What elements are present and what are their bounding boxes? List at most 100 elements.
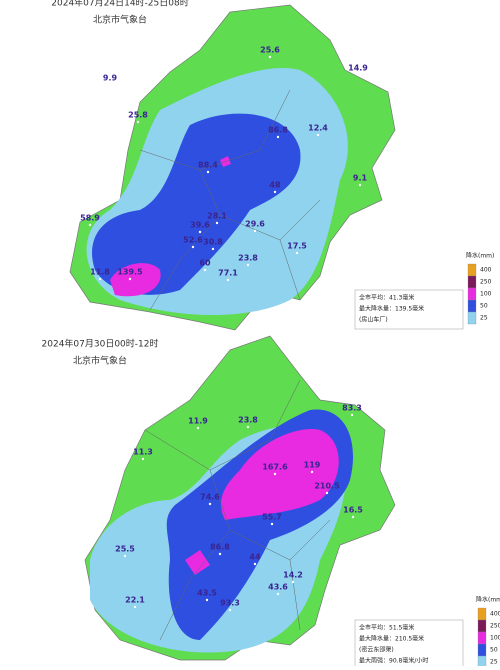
station-value: 12.4 [308, 124, 328, 133]
rain-100 [110, 263, 161, 297]
station-value: 30.8 [203, 238, 223, 247]
station-value: 9.9 [103, 74, 118, 83]
legend-swatch [467, 263, 477, 277]
station-value: 55.7 [262, 513, 282, 522]
station-dot [191, 245, 195, 249]
stats-line: 最大雨强：90.8毫米/小时 [359, 657, 428, 665]
rain-100 [220, 429, 339, 520]
station-value: 86.8 [268, 126, 288, 135]
legend-swatch [467, 311, 477, 325]
legend-label: 50 [490, 647, 498, 654]
station-value: 119 [304, 461, 321, 470]
legend-label: 100 [490, 635, 500, 642]
station-dot [325, 491, 329, 495]
legend-label: 50 [480, 303, 488, 310]
station-value: 77.1 [218, 269, 238, 278]
station-value: 25.5 [115, 545, 135, 554]
station-dot [350, 413, 354, 417]
station-dot [270, 522, 274, 526]
legend-title: 降水(mm) [476, 596, 500, 604]
station-value: 43.6 [268, 583, 288, 592]
station-value: 23.8 [238, 254, 258, 263]
station-dot [141, 457, 145, 461]
station-dot [211, 247, 215, 251]
station-value: 210.5 [314, 482, 340, 491]
station-value: 14.2 [283, 571, 303, 580]
station-dot [88, 223, 92, 227]
station-dot [208, 502, 212, 506]
legend-label: 250 [480, 279, 492, 286]
stats-line: 全市平均：41.3毫米 [359, 294, 414, 302]
station-value: 11.8 [90, 268, 110, 277]
station-value: 17.5 [287, 242, 307, 251]
station-value: 25.6 [260, 46, 280, 55]
station-value: 93.3 [220, 599, 240, 608]
station-value: 29.6 [245, 220, 265, 229]
station-dot [203, 268, 207, 272]
station-value: 11.3 [133, 448, 153, 457]
station-value: 60 [199, 259, 211, 268]
stats-line: (密云东邵渠) [359, 646, 394, 654]
station-value: 83.3 [342, 404, 362, 413]
legend-swatch [467, 299, 477, 313]
station-dot [276, 592, 280, 596]
station-dot [276, 135, 280, 139]
legend-swatch [477, 643, 487, 657]
station-dot [123, 554, 127, 558]
station-dot [310, 470, 314, 474]
station-dot [228, 608, 232, 612]
legend-label: 400 [490, 611, 500, 618]
station-value: 52.6 [183, 236, 203, 245]
district-lines [139, 89, 321, 311]
station-dot [133, 605, 137, 609]
station-dot [356, 73, 360, 77]
station-value: 39.6 [190, 221, 210, 230]
station-dot [253, 229, 257, 233]
legend-label: 25 [490, 659, 498, 666]
station-value: 139.5 [117, 268, 143, 277]
station-value: 48 [269, 181, 281, 190]
station-value: 9.1 [353, 174, 368, 183]
station-dot [295, 251, 299, 255]
legend-swatch [467, 287, 477, 301]
legend-swatch [467, 275, 477, 289]
stats-box [354, 289, 464, 330]
station-value: 28.1 [207, 212, 227, 221]
station-dot [273, 190, 277, 194]
station-dot [128, 277, 132, 281]
station-value: 14.9 [348, 64, 368, 73]
station-value: 25.8 [128, 111, 148, 120]
station-value: 11.9 [188, 417, 208, 426]
station-dot [98, 277, 102, 281]
legend-swatch [477, 607, 487, 621]
station-dot [206, 170, 210, 174]
station-dot [226, 278, 230, 282]
station-value: 74.6 [200, 493, 220, 502]
station-value: 58.9 [80, 214, 100, 223]
station-value: 22.1 [125, 596, 145, 605]
map-title: 2024年07月30日00时-12时 [42, 338, 159, 350]
station-dot [268, 55, 272, 59]
station-dot [316, 133, 320, 137]
station-dot [108, 83, 112, 87]
map-top [69, 4, 396, 331]
stats-line: 最大降水量：139.5毫米 [359, 305, 424, 313]
station-dot [136, 120, 140, 124]
station-dot [246, 263, 250, 267]
station-dot [358, 183, 362, 187]
legend-swatch [477, 631, 487, 645]
station-dot [196, 426, 200, 430]
station-value: 43.5 [197, 589, 217, 598]
district-lines [144, 379, 331, 641]
legend-swatch [477, 619, 487, 633]
station-dot [205, 598, 209, 602]
stats-line: 全市平均：51.5毫米 [359, 624, 414, 632]
legend-label: 400 [480, 267, 492, 274]
station-value: 23.8 [238, 416, 258, 425]
map-bottom [84, 335, 396, 661]
station-dot [246, 425, 250, 429]
station-dot [198, 230, 202, 234]
stats-box [354, 619, 464, 670]
